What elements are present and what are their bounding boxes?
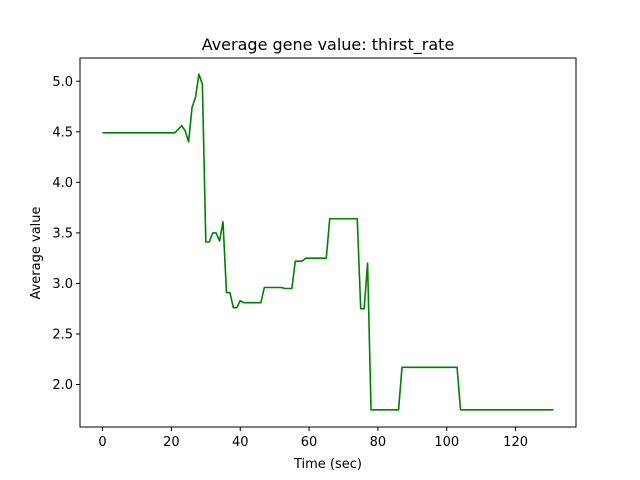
x-tick-label: 120 <box>503 435 528 450</box>
y-tick-label: 2.0 <box>52 378 73 393</box>
y-tick-label: 3.5 <box>52 226 73 241</box>
x-tick-label: 0 <box>98 435 106 450</box>
x-tick-label: 40 <box>232 435 249 450</box>
y-tick-label: 3.0 <box>52 277 73 292</box>
y-tick-label: 5.0 <box>52 75 73 90</box>
plot-area <box>79 57 577 428</box>
chart-title: Average gene value: thirst_rate <box>202 35 455 55</box>
x-tick-label: 60 <box>301 435 318 450</box>
y-tick-label: 4.0 <box>52 176 73 191</box>
x-tick-label: 20 <box>163 435 180 450</box>
plot-frame <box>79 57 577 428</box>
x-tick-label: 80 <box>370 435 387 450</box>
x-axis-label: Time (sec) <box>293 457 362 472</box>
y-tick-label: 2.5 <box>52 327 73 342</box>
x-tick-label: 100 <box>434 435 459 450</box>
axis-ticks: 0 20 40 60 80 100 120 2.0 2.5 3.0 3.5 4.0 4.5 5.0 <box>52 75 528 450</box>
series-line-0 <box>102 73 554 411</box>
y-axis-label: Average value <box>29 206 44 299</box>
y-tick-label: 4.5 <box>52 125 73 140</box>
